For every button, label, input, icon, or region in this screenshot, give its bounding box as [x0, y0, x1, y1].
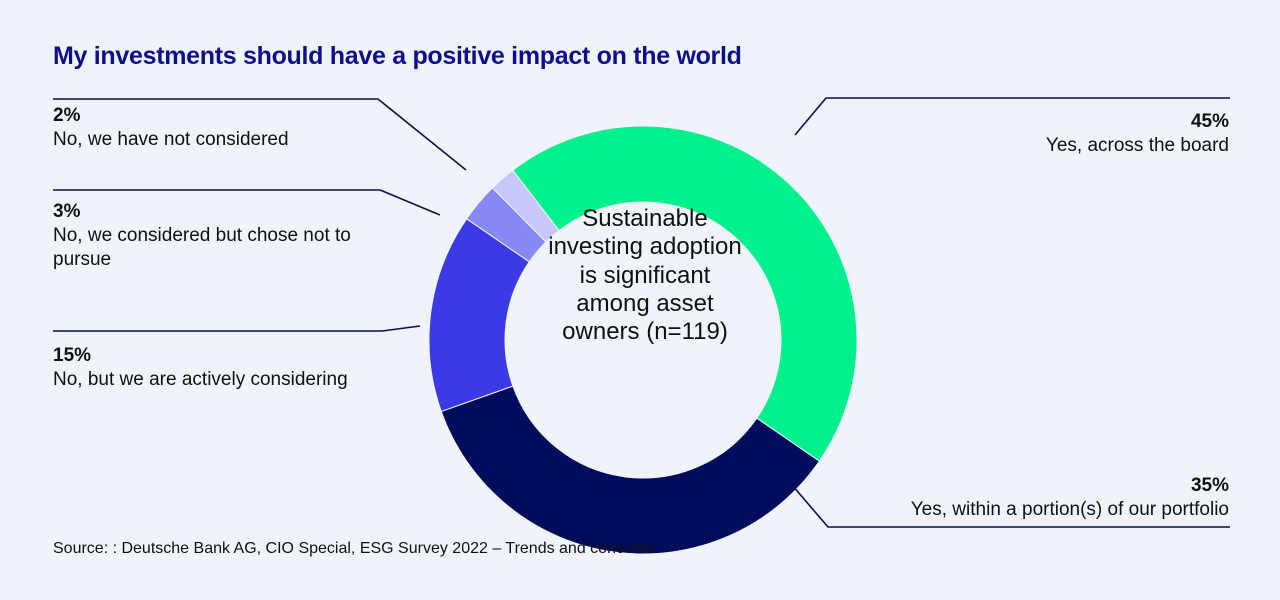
source-note: Source: : Deutsche Bank AG, CIO Special,… — [53, 540, 656, 557]
slice-value-3: 3% — [53, 201, 81, 222]
slice-category-45: Yes, across the board — [1045, 135, 1229, 156]
slice-category-15: No, but we are actively considering — [53, 369, 348, 390]
slice-label-3: 3% No, we considered but chose not to pu… — [53, 200, 353, 272]
slice-value-2: 2% — [53, 105, 81, 126]
slice-label-2: 2% No, we have not considered — [53, 104, 289, 152]
slice-value-15: 15% — [53, 345, 92, 366]
slice-label-35: 35% Yes, within a portion(s) of our port… — [911, 474, 1229, 522]
slice-value-35: 35% — [1190, 475, 1229, 496]
slice-category-2: No, we have not considered — [53, 129, 289, 150]
leader-line-3 — [53, 189, 441, 216]
chart-title: My investments should have a positive im… — [53, 42, 742, 70]
slice-label-45: 45% Yes, across the board — [1046, 110, 1229, 158]
leader-line-45 — [794, 97, 1230, 136]
leader-line-15 — [53, 325, 421, 332]
leader-line-35 — [791, 484, 1230, 528]
slice-category-35: Yes, within a portion(s) of our portfoli… — [910, 499, 1229, 520]
slice-label-15: 15% No, but we are actively considering — [53, 344, 348, 392]
slice-value-45: 45% — [1190, 111, 1229, 132]
donut-hole — [505, 202, 781, 478]
leader-line-2 — [53, 98, 467, 171]
slice-category-3: No, we considered but chose not to pursu… — [53, 225, 351, 270]
center-annotation: Sustainable investing adoption is signif… — [548, 205, 742, 346]
